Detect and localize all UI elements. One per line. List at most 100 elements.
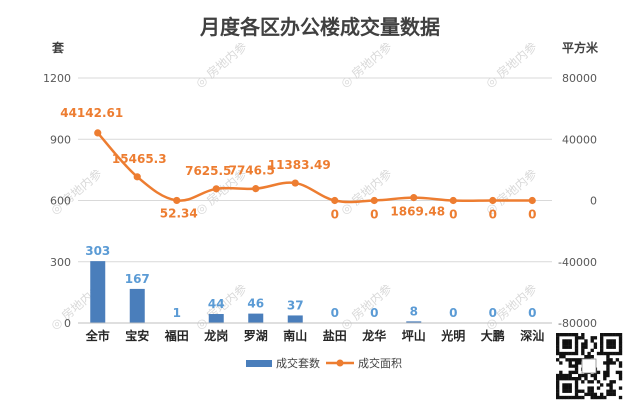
- qr-cell: [613, 339, 616, 342]
- qr-cell: [613, 352, 616, 355]
- category-label: 全市: [85, 328, 110, 343]
- qr-cell: [609, 352, 612, 355]
- qr-cell: [556, 383, 559, 386]
- qr-cell: [619, 386, 622, 389]
- qr-cell: [613, 393, 616, 396]
- qr-cell: [581, 349, 584, 352]
- qr-cell: [603, 333, 606, 336]
- qr-cell: [565, 346, 568, 349]
- qr-cell: [591, 349, 594, 352]
- qr-cell: [619, 333, 622, 336]
- qr-cell: [609, 393, 612, 396]
- watermark-text: ◎ 房地内参: [337, 166, 394, 218]
- qr-cell: [565, 377, 568, 380]
- qr-cell: [616, 371, 619, 374]
- category-label: 坪山: [402, 328, 426, 343]
- qr-cell: [603, 371, 606, 374]
- category-label: 龙华: [362, 328, 386, 343]
- line-data-label: 15465.3: [112, 152, 167, 166]
- qr-cell: [562, 339, 565, 342]
- category-label: 宝安: [125, 328, 149, 343]
- right-tick-label: 40000: [562, 133, 597, 146]
- qr-cell: [619, 349, 622, 352]
- qr-cell: [578, 377, 581, 380]
- qr-cell: [572, 371, 575, 374]
- qr-cell: [606, 346, 609, 349]
- qr-cell: [565, 390, 568, 393]
- left-axis-unit: 套: [51, 40, 65, 55]
- qr-cell: [609, 386, 612, 389]
- qr-cell: [584, 342, 587, 345]
- qr-cell: [556, 380, 559, 383]
- line-point: [94, 129, 101, 136]
- qr-cell: [562, 346, 565, 349]
- qr-cell: [556, 336, 559, 339]
- qr-cell: [591, 393, 594, 396]
- qr-cell: [575, 390, 578, 393]
- qr-cell: [565, 352, 568, 355]
- qr-cell: [619, 342, 622, 345]
- qr-cell: [565, 339, 568, 342]
- qr-cell: [559, 371, 562, 374]
- qr-cell: [587, 352, 590, 355]
- qr-cell: [569, 371, 572, 374]
- qr-cell: [603, 377, 606, 380]
- line-point: [173, 197, 180, 204]
- qr-cell: [556, 333, 559, 336]
- watermark-text: ◎ 房地内参: [337, 281, 394, 333]
- qr-cell: [575, 352, 578, 355]
- qr-cell: [613, 333, 616, 336]
- qr-cell: [569, 342, 572, 345]
- qr-cell: [572, 396, 575, 399]
- qr-cell: [581, 346, 584, 349]
- qr-cell: [559, 361, 562, 364]
- left-tick-label: 900: [50, 133, 71, 146]
- bar-data-label: 37: [287, 298, 304, 312]
- qr-cell: [556, 346, 559, 349]
- legend-bar-label: 成交套数: [276, 356, 320, 370]
- qr-cell: [569, 364, 572, 367]
- qr-cell: [600, 396, 603, 399]
- qr-cell: [569, 358, 572, 361]
- qr-cell: [606, 364, 609, 367]
- qr-cell: [600, 339, 603, 342]
- qr-cell: [600, 336, 603, 339]
- line-point: [450, 197, 457, 204]
- qr-cell: [609, 342, 612, 345]
- qr-cell: [569, 352, 572, 355]
- qr-cell: [594, 374, 597, 377]
- legend: 成交套数 成交面积: [246, 356, 402, 370]
- qr-cell: [575, 368, 578, 371]
- watermark-text: ◎ 房地内参: [482, 39, 539, 91]
- qr-cell: [594, 342, 597, 345]
- watermark-text: ◎ 房地内参: [47, 166, 104, 218]
- legend-bar-swatch: [246, 360, 272, 367]
- qr-cell: [572, 333, 575, 336]
- qr-cell: [581, 390, 584, 393]
- qr-cell: [569, 333, 572, 336]
- bar-data-label: 46: [247, 297, 264, 311]
- qr-cell: [556, 352, 559, 355]
- line-point: [331, 197, 338, 204]
- qr-cell: [556, 342, 559, 345]
- qr-cell: [556, 358, 559, 361]
- qr-cell: [575, 333, 578, 336]
- qr-cell: [587, 390, 590, 393]
- line-data-label: 0: [528, 208, 536, 222]
- qr-cell: [597, 396, 600, 399]
- qr-cell: [556, 339, 559, 342]
- qr-cell: [569, 396, 572, 399]
- qr-cell: [613, 342, 616, 345]
- line-data-label: 0: [449, 208, 457, 222]
- qr-cell: [565, 358, 568, 361]
- qr-cell: [616, 333, 619, 336]
- qr-cell: [578, 336, 581, 339]
- qr-cell: [556, 386, 559, 389]
- bar-data-label: 0: [370, 306, 378, 320]
- qr-cell: [609, 390, 612, 393]
- qr-cell: [575, 380, 578, 383]
- qr-cell: [619, 371, 622, 374]
- line-point: [410, 194, 417, 201]
